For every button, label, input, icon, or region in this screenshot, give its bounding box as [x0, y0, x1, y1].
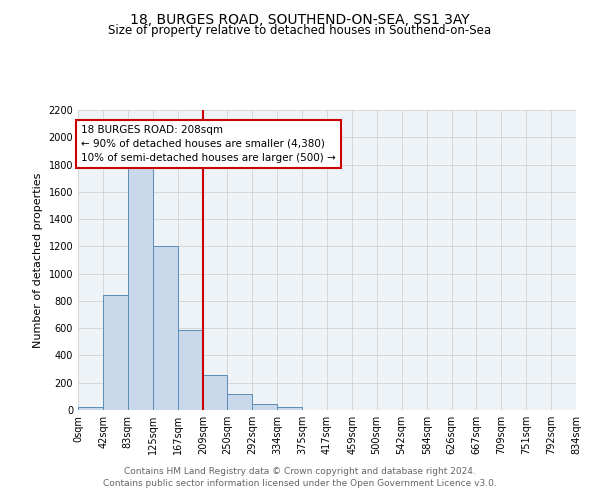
Bar: [178, 330, 203, 410]
Text: Size of property relative to detached houses in Southend-on-Sea: Size of property relative to detached ho…: [109, 24, 491, 37]
Bar: [152, 246, 178, 410]
Bar: [253, 404, 277, 410]
Bar: [78, 406, 103, 410]
Bar: [128, 166, 152, 410]
Bar: [227, 394, 253, 410]
Bar: [203, 375, 227, 410]
Text: Contains HM Land Registry data © Crown copyright and database right 2024.
Contai: Contains HM Land Registry data © Crown c…: [103, 466, 497, 487]
Text: 18 BURGES ROAD: 208sqm
← 90% of detached houses are smaller (4,380)
10% of semi-: 18 BURGES ROAD: 208sqm ← 90% of detached…: [81, 125, 336, 163]
Bar: [277, 406, 302, 410]
Bar: [103, 296, 128, 410]
Text: 18, BURGES ROAD, SOUTHEND-ON-SEA, SS1 3AY: 18, BURGES ROAD, SOUTHEND-ON-SEA, SS1 3A…: [130, 12, 470, 26]
Y-axis label: Number of detached properties: Number of detached properties: [33, 172, 43, 348]
